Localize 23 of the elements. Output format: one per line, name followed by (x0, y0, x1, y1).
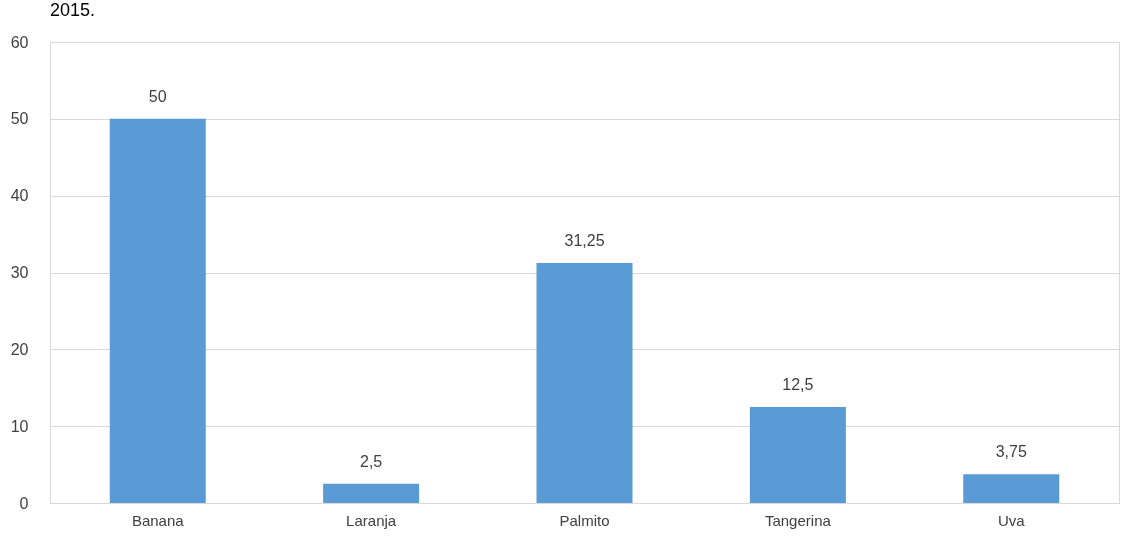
bar (963, 474, 1060, 503)
x-tick-label: Uva (997, 511, 1026, 529)
chart-title: 2015. (50, 0, 96, 20)
x-tick-label: Palmito (559, 511, 610, 529)
bar (749, 406, 846, 503)
bar (536, 262, 633, 503)
y-tick-label: 10 (10, 417, 29, 435)
data-label: 2,5 (360, 452, 383, 470)
bar (323, 483, 420, 503)
data-label: 31,25 (564, 231, 605, 249)
x-tick-label: Laranja (346, 511, 397, 529)
y-tick-label: 20 (10, 340, 29, 358)
x-tick-label: Tangerina (764, 511, 832, 529)
data-label: 12,5 (782, 375, 814, 393)
y-tick-label: 0 (19, 494, 29, 512)
data-label: 3,75 (995, 443, 1027, 461)
y-tick-label: 50 (10, 110, 29, 128)
data-label: 50 (148, 87, 167, 105)
y-tick-label: 40 (10, 187, 29, 205)
y-tick-label: 60 (10, 33, 29, 51)
bar (109, 118, 206, 503)
x-tick-label: Banana (131, 511, 185, 529)
y-tick-label: 30 (10, 264, 29, 281)
